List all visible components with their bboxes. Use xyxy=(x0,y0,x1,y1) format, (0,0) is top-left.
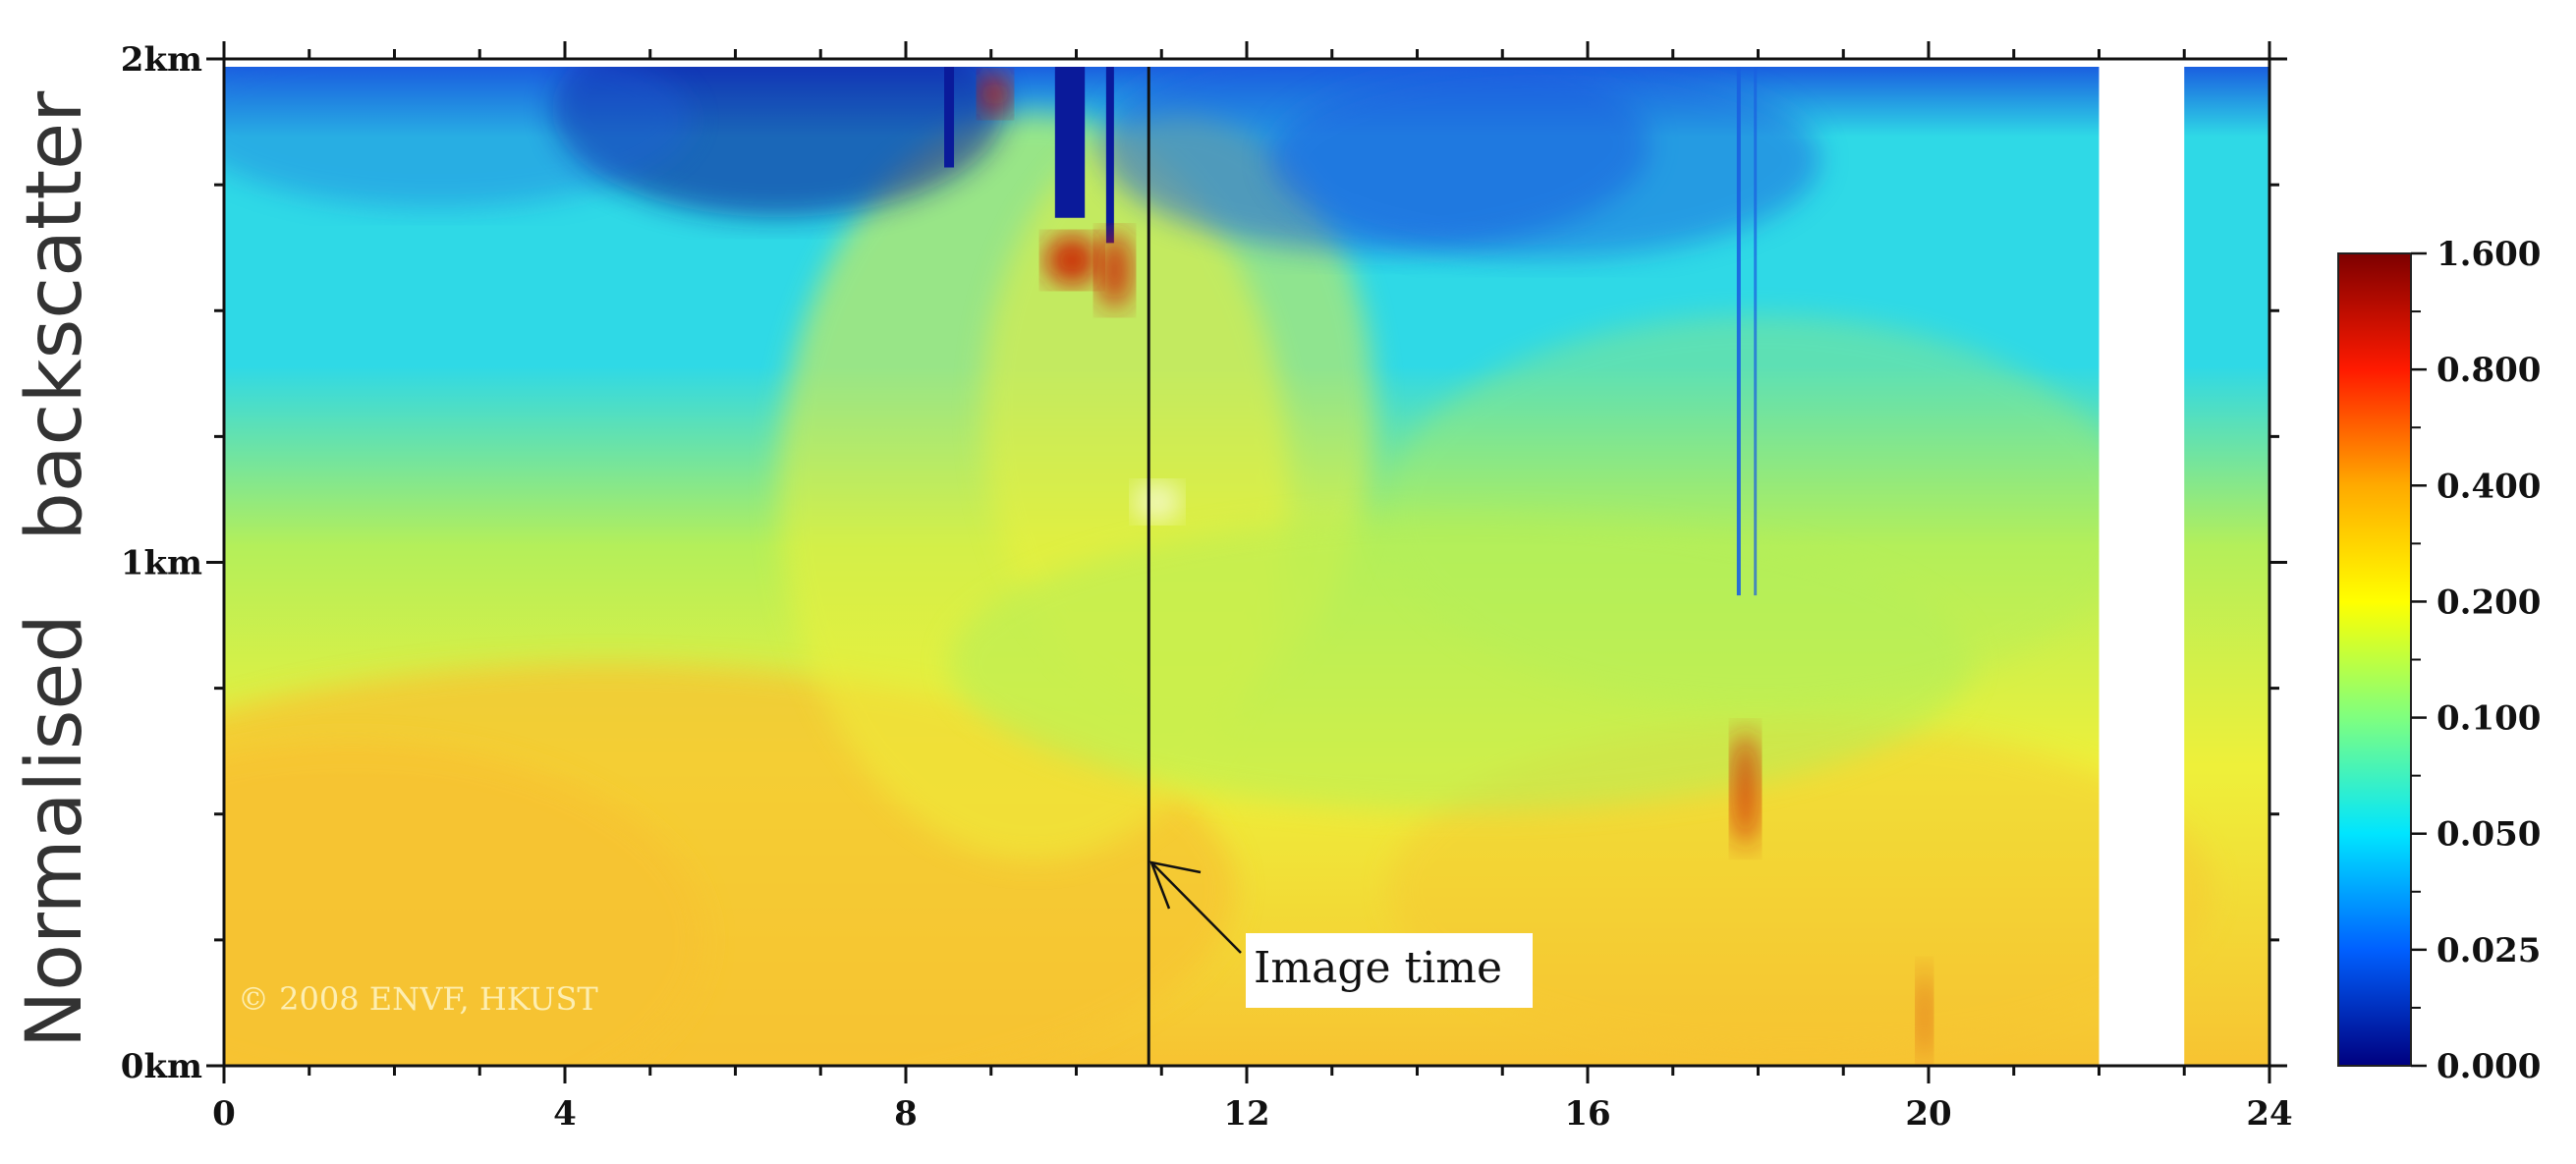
x-tick-label: 4 xyxy=(553,1094,577,1134)
cloud-column xyxy=(1054,67,1086,218)
cloud-top-red xyxy=(980,72,1012,116)
cloud-base-red-2 xyxy=(1096,231,1133,310)
x-tick-label: 20 xyxy=(1905,1094,1951,1134)
annotation-arrow-head xyxy=(1149,860,1202,910)
y-axis-ticks: 0km 1km 2km xyxy=(121,40,2287,1086)
no-data-range xyxy=(2099,59,2185,1067)
upper-blue-patch-3 xyxy=(224,67,693,208)
y-tick-label: 1km xyxy=(121,544,202,583)
upper-blue-patch-2 xyxy=(1269,67,1820,258)
annotation-label: Image time xyxy=(1254,943,1502,993)
green-midlayer-right xyxy=(1384,315,2132,709)
low-orange-layer-right xyxy=(1387,722,2213,1057)
x-tick-label: 12 xyxy=(1223,1094,1269,1134)
annotation-arrow-line xyxy=(1150,861,1242,954)
y-tick-label: 2km xyxy=(121,40,202,80)
annotation-box xyxy=(1246,933,1533,1008)
y-axis-label: Normalised backscatter xyxy=(11,90,99,1048)
cloud-base-red xyxy=(1044,235,1100,286)
copyright-text: © 2008 ENVF, HKUST xyxy=(238,980,598,1018)
y-tick-label: 0km xyxy=(121,1047,202,1086)
colorbar-ticks: 1.600 0.800 0.400 0.200 0.100 0.050 0.025 0.000 xyxy=(2411,235,2541,1086)
no-data-gap xyxy=(2099,59,2185,1067)
streak-line xyxy=(1736,67,1741,596)
small-cloud-spot xyxy=(1133,482,1181,522)
cloud-column-thin-2 xyxy=(1105,67,1114,244)
colorbar-tick-label: 0.000 xyxy=(2436,1047,2541,1086)
low-red-streak xyxy=(1731,730,1760,849)
low-orange-layer-left xyxy=(224,743,706,1066)
x-axis-ticks: 0 4 8 12 16 20 24 xyxy=(212,41,2293,1134)
x-tick-label: 8 xyxy=(894,1094,918,1134)
colorbar-tick-label: 0.025 xyxy=(2436,931,2541,970)
colorbar-tick-label: 0.200 xyxy=(2436,582,2541,622)
annotation-callout: Image time xyxy=(1149,860,1533,1008)
streak-line-2 xyxy=(1754,67,1758,596)
colorbar xyxy=(2337,252,2412,1067)
colorbar-tick-label: 1.600 xyxy=(2436,235,2541,274)
x-tick-label: 0 xyxy=(212,1094,236,1134)
colorbar-tick-label: 0.800 xyxy=(2436,351,2541,390)
cloud-column-thin xyxy=(944,67,955,168)
low-red-streak-2 xyxy=(1916,966,1932,1065)
x-tick-label: 24 xyxy=(2246,1094,2292,1134)
colorbar-tick-label: 0.050 xyxy=(2436,815,2541,855)
heatmap-field xyxy=(224,67,2269,1066)
colorbar-tick-label: 0.400 xyxy=(2436,467,2541,506)
colorbar-tick-label: 0.100 xyxy=(2436,699,2541,739)
x-tick-label: 16 xyxy=(1564,1094,1610,1134)
colorbar-strip xyxy=(2337,252,2412,1067)
